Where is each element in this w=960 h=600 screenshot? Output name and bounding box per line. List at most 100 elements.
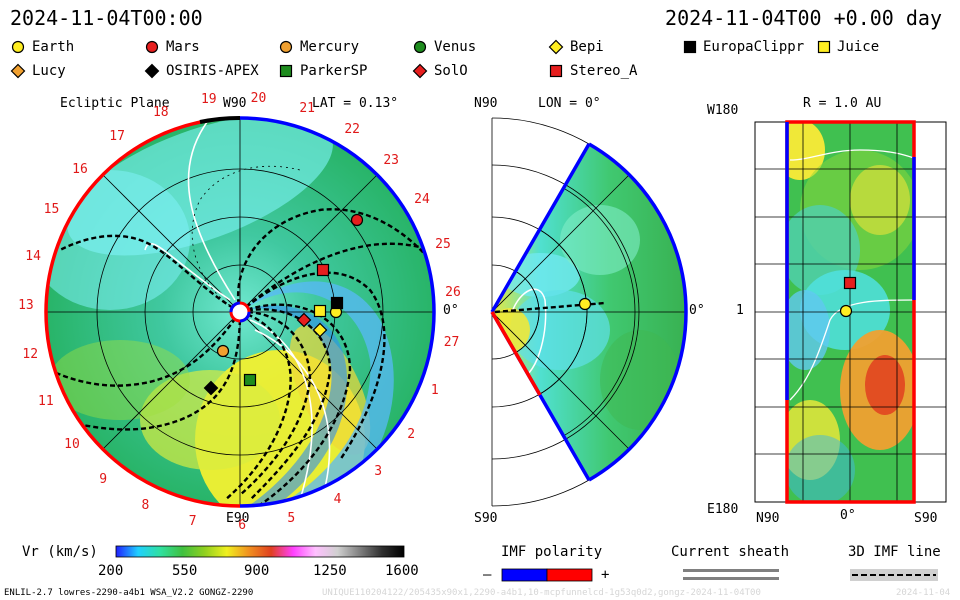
rotation-label-14: 14 [25, 248, 41, 264]
ecliptic-rim-negative [239, 116, 436, 508]
legend-marker-mercury [279, 40, 293, 54]
legend-marker-juice [817, 40, 831, 54]
rotation-label-26: 26 [445, 285, 461, 301]
ecliptic-title: Ecliptic Plane [60, 96, 170, 111]
legend-marker-bepi [548, 39, 564, 55]
legend-label-venus: Venus [434, 39, 477, 55]
legend-label-earth: Earth [32, 39, 75, 55]
imf-positive-swatch [546, 568, 593, 582]
rotation-label-25: 25 [435, 236, 451, 252]
legend-marker-lucy [10, 63, 26, 79]
rotation-label-22: 22 [344, 121, 360, 137]
sphere-mid-left: 1 [736, 303, 744, 318]
sphere-x-label-south: S90 [914, 511, 938, 526]
sphere-x-label-north: N90 [756, 511, 780, 526]
legend-marker-osiris-apex [144, 63, 160, 79]
current-sheath-line-1 [683, 569, 779, 572]
vr-colorbar [115, 545, 405, 558]
imf3d-title: 3D IMF line [848, 544, 941, 560]
imf-polarity-title: IMF polarity [501, 544, 603, 560]
rotation-label-8: 8 [141, 497, 150, 513]
colorbar-gradient [115, 545, 405, 558]
meridional-lon: LON = 0° [538, 96, 601, 111]
rotation-label-10: 10 [64, 436, 80, 452]
spacecraft-markers [203, 213, 857, 396]
current-sheath-title: Current sheath [671, 544, 790, 560]
legend-marker-earth [11, 40, 25, 54]
ecliptic-right-label: 0° [443, 303, 459, 318]
rotation-label-17: 17 [109, 128, 125, 144]
legend-markers [10, 39, 831, 79]
legend-marker-stereo-a [549, 64, 563, 78]
legend-label-parkersp: ParkerSP [300, 63, 368, 79]
rotation-label-19: 19 [200, 92, 217, 108]
sphere-bottom-left: E180 [707, 502, 739, 517]
timestamp-left: 2024-11-04T00:00 [10, 6, 203, 30]
rotation-label-7: 7 [188, 513, 197, 529]
ecliptic-features [46, 118, 434, 506]
ecliptic-lat: LAT = 0.13° [312, 96, 399, 111]
meridional-marker-earth [578, 297, 592, 311]
sphere-panel [754, 120, 947, 504]
marker-mercury [216, 344, 230, 358]
ecliptic-bottom-label: E90 [226, 511, 250, 526]
rotation-label-12: 12 [22, 347, 39, 363]
rotation-label-3: 3 [374, 463, 383, 479]
marker-parkersp [243, 373, 257, 387]
footer-model: ENLIL-2.7 lowres-2290-a4b1 WSA_V2.2 GONG… [4, 588, 254, 598]
imf-minus-label: – [483, 567, 492, 583]
imf-plus-label: + [601, 567, 610, 583]
legend-label-osiris-apex: OSIRIS-APEX [166, 63, 259, 79]
legend-marker-venus [413, 40, 427, 54]
colorbar-tick-900: 900 [244, 563, 270, 579]
sphere-title: R = 1.0 AU [803, 96, 882, 111]
legend-label-europaclipper: EuropaClippr [703, 39, 805, 55]
legend-label-mercury: Mercury [300, 39, 360, 55]
marker-stereo-a [316, 263, 330, 277]
rotation-label-23: 23 [383, 152, 399, 168]
legend-label-solo: SolO [434, 63, 468, 79]
colorbar-title: Vr (km/s) [22, 544, 98, 560]
colorbar-tick-1250: 1250 [313, 563, 347, 579]
rotation-label-15: 15 [43, 202, 60, 218]
sphere-marker-earth [839, 304, 853, 318]
colorbar-tick-550: 550 [172, 563, 198, 579]
colorbar-tick-200: 200 [98, 563, 124, 579]
ecliptic-rim-positive [44, 117, 241, 508]
sphere-x-label-zero: 0° [840, 508, 856, 523]
ecliptic-panel [44, 115, 436, 508]
rotation-label-24: 24 [414, 191, 430, 207]
rotation-label-16: 16 [72, 161, 88, 177]
timestamp-offset: 2024-11-04T00 +0.00 day [665, 6, 942, 30]
legend-marker-solo [412, 63, 428, 79]
legend-label-bepi: Bepi [570, 39, 604, 55]
legend-marker-mars [145, 40, 159, 54]
rotation-label-18: 18 [152, 105, 169, 121]
sphere-top-left: W180 [707, 103, 739, 118]
legend-marker-parkersp [279, 64, 293, 78]
marker-bepi [312, 322, 328, 338]
rotation-label-9: 9 [99, 471, 108, 487]
colorbar-tick-1600: 1600 [385, 563, 419, 579]
imf-negative-swatch [501, 568, 548, 582]
rotation-label-21: 21 [299, 100, 315, 116]
sphere-marker-stereo-a [843, 276, 857, 290]
marker-solo [296, 312, 312, 328]
rotation-label-5: 5 [287, 510, 296, 526]
current-sheath-line-2 [683, 577, 779, 580]
rotation-label-1: 1 [430, 383, 439, 398]
marker-europaclippr [330, 296, 344, 310]
marker-juice [313, 304, 327, 318]
rotation-label-13: 13 [18, 297, 34, 313]
rotation-label-2: 2 [407, 426, 416, 442]
rotation-label-20: 20 [250, 90, 267, 106]
legend-label-mars: Mars [166, 39, 200, 55]
meridional-bottom-label: S90 [474, 511, 498, 526]
meridional-top-label: N90 [474, 96, 498, 111]
rotation-label-6: 6 [238, 517, 247, 533]
marker-osiris-apex [203, 380, 219, 396]
rotation-label-11: 11 [38, 394, 54, 410]
ecliptic-top-label: W90 [223, 96, 247, 111]
rotation-label-4: 4 [333, 492, 342, 508]
meridional-right-label: 0° [689, 303, 705, 318]
